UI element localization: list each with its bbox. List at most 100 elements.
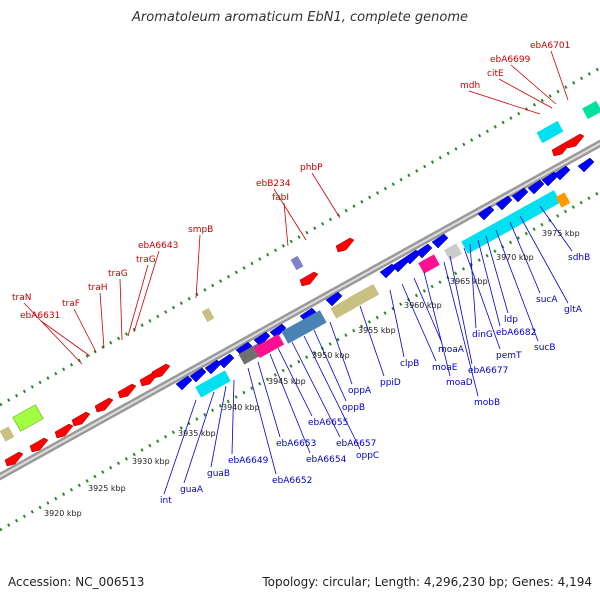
blue-leader-line (247, 367, 277, 475)
red-leader-line (468, 90, 541, 115)
reverse-gene-arrow (325, 291, 343, 307)
blue-leader-line (469, 243, 477, 329)
reverse-gene-arrow (511, 187, 529, 203)
kbp-tick-label: 3940 kbp (222, 403, 260, 412)
gene-label-forward: phbP (300, 163, 323, 173)
red-leader-line (283, 202, 289, 247)
blue-leader-line (257, 361, 281, 438)
red-leader-line (311, 172, 341, 219)
feature-cyan-small (536, 120, 564, 144)
reverse-gene-arrow (495, 195, 513, 211)
red-leader-line (273, 188, 307, 241)
blue-leader-line (463, 247, 501, 350)
kbp-tick-label: 3970 kbp (496, 253, 534, 262)
blue-leader-line (539, 205, 573, 252)
gene-label-reverse: dinG (472, 330, 493, 340)
blue-leader-line (389, 289, 405, 358)
kbp-tick-label: 3925 kbp (88, 484, 126, 493)
forward-gene-arrow (71, 411, 91, 427)
gene-label-reverse: moaE (432, 363, 458, 373)
gene-label-reverse: clpB (400, 359, 419, 369)
gene-label-reverse: int (160, 496, 172, 506)
reverse-gene-arrow (175, 375, 193, 391)
gene-label-reverse: ebA6649 (228, 456, 269, 466)
feature-magenta-2 (418, 254, 440, 274)
blue-leader-line (277, 347, 313, 417)
gene-label-reverse: ldp (504, 315, 518, 325)
gene-label-reverse: ebA6682 (496, 328, 536, 338)
feature-cyan-1 (195, 370, 231, 398)
forward-gene-arrow (29, 437, 49, 453)
red-leader-line (73, 308, 97, 353)
gene-label-reverse: oppC (356, 451, 379, 461)
feature-olive-1 (0, 426, 15, 442)
forward-gene-arrow (117, 383, 137, 399)
blue-leader-line (269, 353, 311, 454)
forward-gene-arrow (335, 237, 355, 253)
red-leader-line (23, 302, 83, 365)
blue-leader-line (477, 239, 501, 327)
blue-leader-line (449, 255, 473, 365)
blue-leader-line (443, 261, 479, 397)
topology-text: Topology: circular; Length: 4,296,230 bp… (262, 575, 592, 589)
kbp-tick-label: 3960 kbp (404, 301, 442, 310)
feature-cyan-2 (461, 190, 561, 254)
gene-label-reverse: sucB (534, 343, 556, 353)
blue-leader-line (303, 335, 361, 450)
gene-label-reverse: guaA (180, 485, 204, 495)
blue-leader-line (413, 277, 443, 344)
forward-gene-arrow (565, 133, 585, 149)
kbp-tick-label: 3965 kbp (450, 277, 488, 286)
gene-label-forward: traF (62, 299, 80, 309)
gene-label-reverse: ebA6653 (276, 439, 316, 449)
forward-gene-arrow (94, 397, 114, 413)
reverse-gene-arrow (527, 179, 545, 195)
blue-leader-line (210, 385, 227, 468)
gene-label-forward: traG (136, 255, 156, 265)
reverse-gene-arrow (269, 323, 287, 339)
reverse-gene-arrow (217, 353, 235, 369)
blue-leader-line (495, 229, 539, 342)
reverse-gene-arrow (431, 233, 449, 249)
kbp-tick-label: 3975 kbp (542, 229, 580, 238)
reverse-gene-arrow (189, 367, 207, 383)
feature-orange (555, 192, 571, 208)
kbp-tick-label: 3920 kbp (44, 509, 82, 518)
gene-label-reverse: ebA6655 (308, 418, 348, 428)
gene-label-reverse: gltA (564, 305, 583, 315)
blue-leader-line (163, 399, 197, 495)
gene-label-reverse: oppA (348, 386, 372, 396)
forward-gene-arrow (151, 363, 171, 379)
gene-label-forward: ebA6631 (20, 311, 60, 321)
gene-label-reverse: moaD (446, 378, 473, 388)
blue-leader-line (519, 215, 569, 304)
feature-olive-3 (330, 297, 356, 319)
red-leader-line (195, 234, 201, 299)
accession-text: Accession: NC_006513 (8, 575, 145, 589)
feature-lime (12, 404, 44, 432)
feature-steel (281, 310, 327, 344)
kbp-tick-label: 3930 kbp (132, 457, 170, 466)
blue-leader-line (329, 321, 353, 385)
gene-label-forward: ebA6701 (530, 41, 570, 51)
reverse-gene-arrow (415, 243, 433, 259)
gene-label-reverse: guaB (207, 469, 230, 479)
kbp-tick-label: 3955 kbp (358, 326, 396, 335)
gene-label-forward: traH (88, 283, 108, 293)
gene-label-reverse: ebA6652 (272, 476, 312, 486)
gene-label-reverse: mobB (474, 398, 500, 408)
gene-label-reverse: oppB (342, 403, 365, 413)
gene-label-reverse: ebA6677 (468, 366, 508, 376)
forward-features (0, 100, 600, 467)
blue-leader-line (509, 221, 541, 294)
feature-olive-4 (348, 283, 380, 309)
blue-leader-line (231, 379, 235, 455)
gene-label-reverse: moaA (438, 345, 465, 355)
gene-label-forward: traG (108, 269, 128, 279)
gene-label-forward: ebA6699 (490, 55, 531, 65)
blue-leader-line (401, 283, 437, 362)
gene-label-forward: traN (12, 293, 31, 303)
kbp-tick-label: 3935 kbp (178, 429, 216, 438)
blue-leader-line (485, 235, 509, 314)
